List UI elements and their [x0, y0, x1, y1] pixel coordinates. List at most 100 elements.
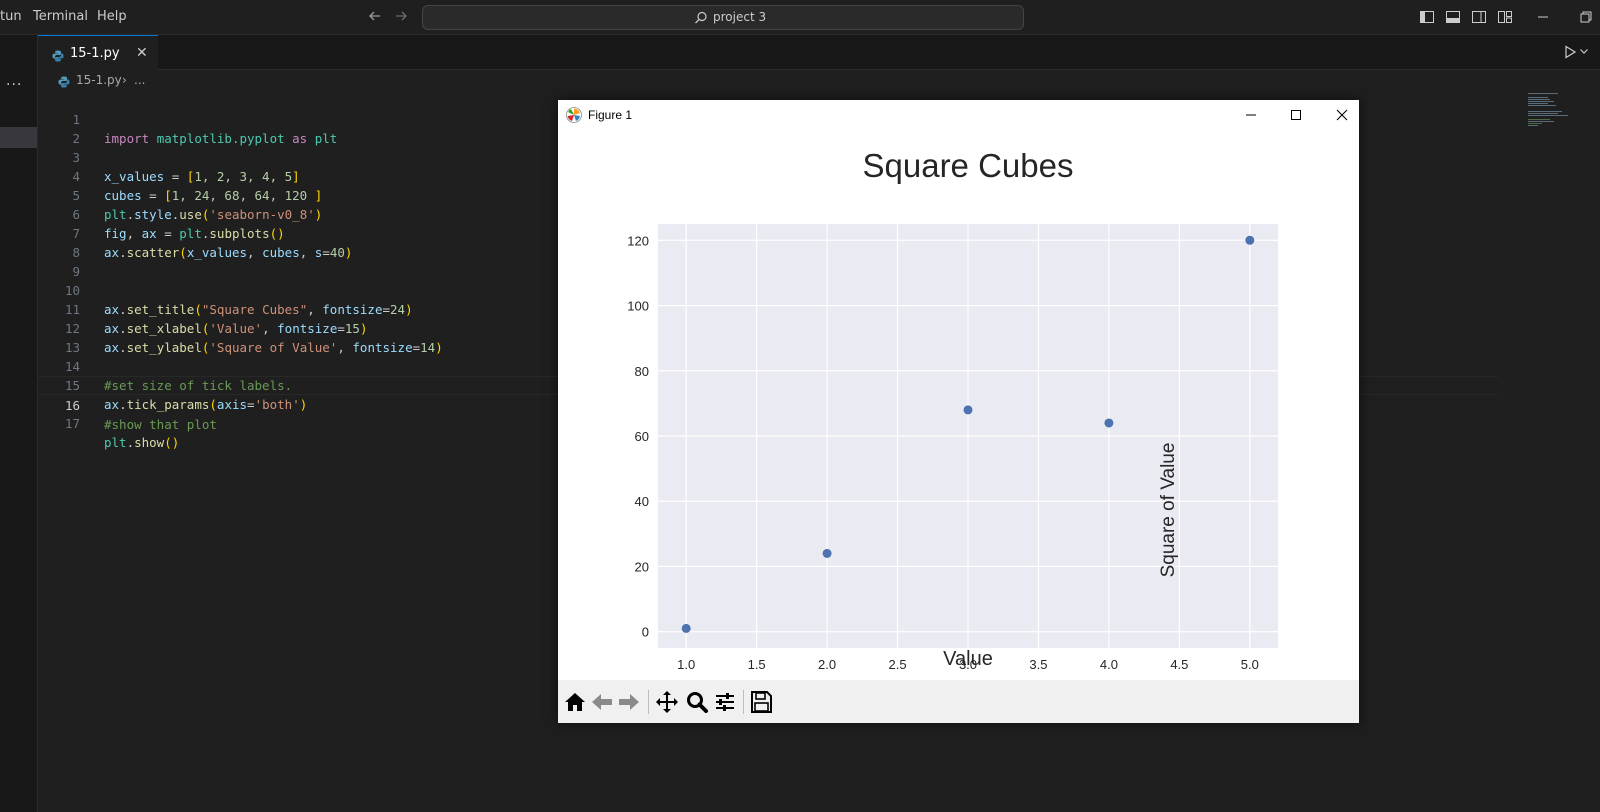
figure-canvas[interactable]: 1.0 1.5 2.0 2.5 3.0 3.5 4.0 4.5 5.0 0 20 40 60 80 100…	[558, 130, 1359, 680]
home-icon[interactable]	[563, 691, 587, 713]
minimap[interactable]	[1528, 91, 1588, 131]
data-point	[822, 548, 832, 558]
figure-window[interactable]: Figure 1 1.0 1.5 2.0 2.5 3.0 3.5 4.0 4.5 5.0 0 20…	[558, 100, 1359, 723]
figure-maximize-icon[interactable]	[1286, 106, 1306, 124]
line-number: 13	[64, 340, 80, 355]
x-tick-label: 1.0	[677, 657, 695, 672]
toggle-panel-icon[interactable]	[1445, 9, 1461, 25]
tab-15-1-py[interactable]: 15-1.py ✕	[38, 35, 158, 70]
command-center-search[interactable]: project 3	[422, 5, 1024, 30]
code-line[interactable]: 4 cubes = [1, 24, 68, 64, 120 ]	[38, 148, 1498, 203]
y-tick-label: 100	[627, 299, 649, 314]
line-number: 12	[64, 321, 80, 336]
data-point	[963, 405, 973, 415]
minimap-line	[1528, 121, 1554, 122]
breadcrumb-separator: ›	[122, 73, 127, 87]
code-line[interactable]: 9	[38, 243, 1498, 279]
line-number: 6	[72, 207, 80, 222]
pan-icon[interactable]	[655, 691, 679, 713]
code-line[interactable]: 2	[38, 110, 1498, 146]
code-line[interactable]: 5 plt.style.use('seaborn-v0_8')	[38, 167, 1498, 222]
line-number: 11	[64, 302, 80, 317]
line-number: 10	[64, 283, 80, 298]
code-line[interactable]: 7 ax.scatter(x_values, cubes, s=40)	[38, 205, 1498, 260]
chart-title: Square Cubes	[863, 147, 1074, 184]
line-number: 4	[72, 169, 80, 184]
code-line[interactable]: 1 import matplotlib.pyplot as plt	[38, 91, 1498, 146]
line-number: 1	[72, 112, 80, 127]
toggle-primary-sidebar-icon[interactable]	[1419, 9, 1435, 25]
x-tick-label: 4.5	[1170, 657, 1188, 672]
code-line[interactable]: 8	[38, 224, 1498, 260]
x-tick-label: 2.5	[889, 657, 907, 672]
restore-icon[interactable]	[1576, 8, 1596, 26]
run-python-file-icon[interactable]	[1562, 44, 1578, 60]
figure-window-title: Figure 1	[588, 108, 633, 122]
close-icon[interactable]: ✕	[136, 45, 148, 61]
figure-title-bar[interactable]: Figure 1	[558, 100, 1359, 130]
line-number: 16	[64, 398, 80, 413]
toolbar-separator	[743, 690, 744, 714]
data-point	[1245, 235, 1255, 245]
line-number: 5	[72, 188, 80, 203]
line-number: 15	[64, 378, 80, 393]
data-point	[681, 623, 691, 633]
chevron-down-icon[interactable]	[1579, 44, 1589, 61]
activity-bar: ···	[0, 35, 38, 812]
x-tick-labels: 1.0 1.5 2.0 2.5 3.0 3.5 4.0 4.5 5.0	[677, 657, 1259, 672]
code-line[interactable]: 12 ax.set_ylabel('Square of Value', font…	[38, 300, 1498, 355]
x-tick-label: 2.0	[818, 657, 836, 672]
forward-icon[interactable]	[617, 691, 641, 713]
minimap-line	[1528, 113, 1558, 114]
minimap-line	[1528, 123, 1542, 124]
line-number: 8	[72, 245, 80, 260]
minimap-line	[1528, 99, 1550, 100]
minimap-line	[1528, 111, 1562, 112]
customize-layout-icon[interactable]	[1497, 9, 1513, 25]
matplotlib-logo-icon	[565, 106, 583, 124]
code-line[interactable]: 10 ax.set_title("Square Cubes", fontsize…	[38, 262, 1498, 317]
minimap-line	[1528, 101, 1554, 102]
title-bar: tun Terminal Help project 3	[0, 0, 1600, 35]
line-number: 2	[72, 131, 80, 146]
menu-run[interactable]: tun	[0, 9, 22, 24]
x-tick-label: 4.0	[1100, 657, 1118, 672]
more-actions-icon[interactable]: ···	[6, 77, 23, 93]
breadcrumb-symbols[interactable]: ...	[134, 73, 146, 87]
code-line[interactable]: 13	[38, 319, 1498, 355]
figure-close-icon[interactable]	[1332, 106, 1352, 124]
configure-subplots-icon[interactable]	[713, 691, 737, 713]
minimap-line	[1528, 97, 1548, 98]
grid	[658, 224, 1278, 648]
x-tick-label: 3.5	[1029, 657, 1047, 672]
code-line[interactable]: 17 plt.show()	[38, 395, 1498, 450]
save-icon[interactable]	[749, 691, 773, 713]
toggle-secondary-sidebar-icon[interactable]	[1471, 9, 1487, 25]
code-line[interactable]: 11 ax.set_xlabel('Value', fontsize=15)	[38, 281, 1498, 336]
breadcrumb-file[interactable]: 15-1.py	[76, 73, 122, 87]
minimize-icon[interactable]	[1533, 8, 1553, 26]
x-tick-label: 1.5	[748, 657, 766, 672]
zoom-icon[interactable]	[685, 691, 709, 713]
code-line[interactable]: 3 x_values = [1, 2, 3, 4, 5]	[38, 129, 1498, 184]
back-icon[interactable]	[590, 691, 614, 713]
y-tick-label: 60	[635, 429, 649, 444]
line-number: 17	[64, 416, 80, 431]
search-icon	[693, 10, 709, 26]
line-number: 3	[72, 150, 80, 165]
forward-arrow-icon[interactable]	[392, 7, 410, 25]
menu-help[interactable]: Help	[97, 9, 127, 24]
x-axis-label: Value	[943, 648, 993, 670]
y-tick-label: 80	[635, 364, 649, 379]
code-line[interactable]: 15 ax.tick_params(axis='both')	[38, 357, 1498, 412]
back-arrow-icon[interactable]	[366, 7, 384, 25]
sidebar-selected-item[interactable]	[0, 127, 37, 148]
figure-minimize-icon[interactable]	[1241, 106, 1261, 124]
minimap-line	[1528, 103, 1548, 104]
code-line[interactable]: 14 #set size of tick labels.	[38, 338, 1498, 393]
y-axis-label: Square of Value	[1158, 443, 1179, 578]
line-number: 14	[64, 359, 80, 374]
menu-terminal[interactable]: Terminal	[33, 9, 88, 24]
code-line[interactable]: 6 fig, ax = plt.subplots()	[38, 186, 1498, 241]
y-tick-label: 120	[627, 233, 649, 248]
